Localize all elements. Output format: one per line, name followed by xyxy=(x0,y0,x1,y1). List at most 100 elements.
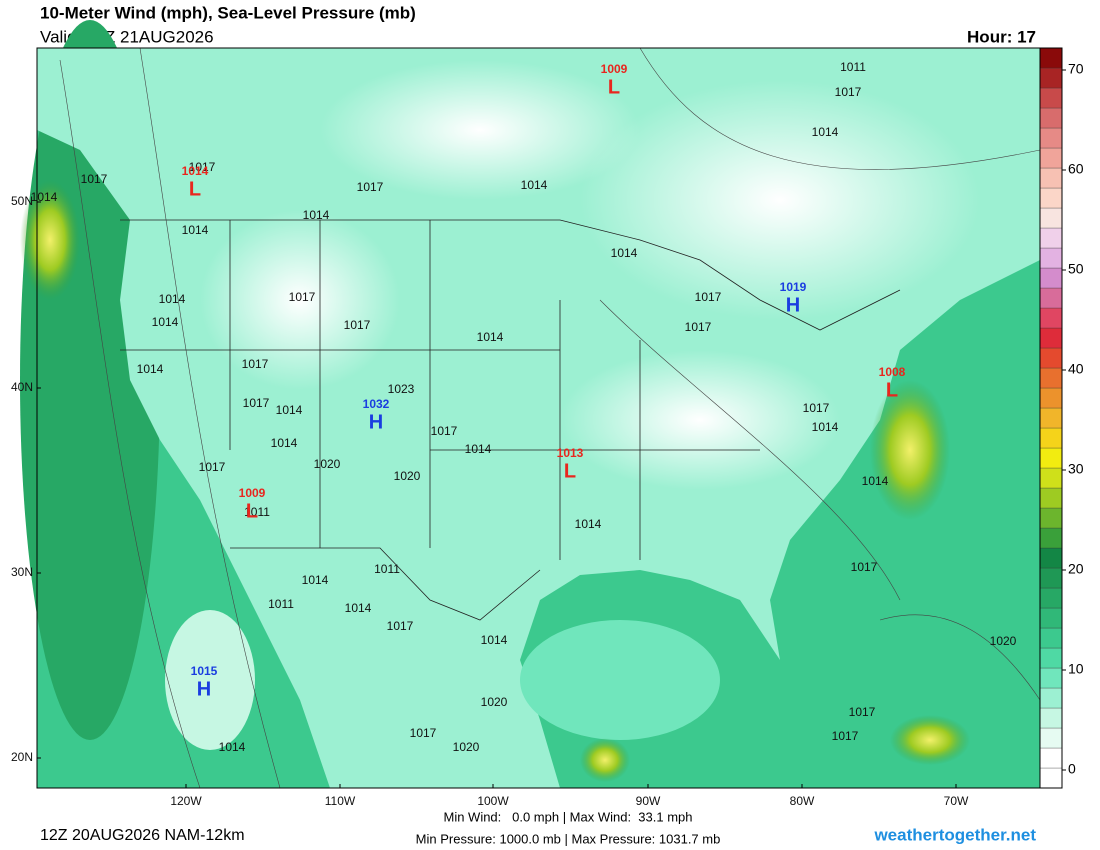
colorbar-tick-label: 60 xyxy=(1068,161,1084,177)
isobar-label: 1017 xyxy=(387,619,414,633)
center-value: 1013 xyxy=(557,446,584,460)
colorbar-segment xyxy=(1039,367,1063,389)
lon-label: 70W xyxy=(944,794,969,808)
colorbar-segment xyxy=(1039,427,1063,449)
isobar-label: 1014 xyxy=(611,246,638,260)
isobar-label: 1014 xyxy=(477,330,504,344)
colorbar-segment xyxy=(1039,687,1063,709)
colorbar-segment xyxy=(1039,107,1063,129)
colorbar-segment xyxy=(1039,167,1063,189)
colorbar-segment xyxy=(1039,707,1063,729)
lat-label: 20N xyxy=(11,750,33,764)
isobar-label: 1017 xyxy=(357,180,384,194)
center-symbol: H xyxy=(369,411,383,433)
isobar-label: 1011 xyxy=(244,505,270,519)
isobar-label: 1020 xyxy=(481,695,508,709)
colorbar-segment xyxy=(1039,47,1063,69)
center-symbol: L xyxy=(189,178,201,200)
center-value: 1015 xyxy=(191,664,218,678)
isobar-label: 1014 xyxy=(303,208,330,222)
colorbar-tick-label: 40 xyxy=(1068,361,1084,377)
isobar-label: 1014 xyxy=(137,362,164,376)
center-symbol: L xyxy=(246,500,258,522)
pressure-stats: Min Pressure: 1000.0 mb | Max Pressure: … xyxy=(416,831,721,846)
calm-area xyxy=(200,210,400,390)
colorbar-segment xyxy=(1039,287,1063,309)
wind-stats: Min Wind: 0.0 mph | Max Wind: 33.1 mph xyxy=(443,809,692,824)
colorbar-segment xyxy=(1039,607,1063,629)
isobar-label: 1017 xyxy=(695,290,722,304)
colorbar-segment xyxy=(1039,347,1063,369)
colorbar-tick-label: 10 xyxy=(1068,661,1084,677)
colorbar-segment xyxy=(1039,387,1063,409)
isobar-label: 1014 xyxy=(465,442,492,456)
isobar-label: 1014 xyxy=(219,740,246,754)
isobar-label: 1014 xyxy=(159,292,186,306)
isobar-label: 1014 xyxy=(481,633,508,647)
isobar-label: 1014 xyxy=(575,517,602,531)
isobar-label: 1017 xyxy=(242,357,269,371)
isobar-label: 1014 xyxy=(812,125,839,139)
isobar-label: 1017 xyxy=(344,318,371,332)
colorbar-segment xyxy=(1039,487,1063,509)
isobar-lines xyxy=(59,47,1041,789)
isobar-label: 1017 xyxy=(803,401,830,415)
colorbar-frame xyxy=(1039,47,1063,789)
center-value: 1019 xyxy=(780,280,807,294)
center-symbol: H xyxy=(197,678,211,700)
borders xyxy=(120,219,901,621)
colorbar-segment xyxy=(1039,267,1063,289)
isobar-label: 1020 xyxy=(990,634,1017,648)
isobar-label: 1017 xyxy=(199,460,226,474)
colorbar-segment xyxy=(1039,587,1063,609)
colorbar-segment xyxy=(1039,147,1063,169)
colorbar-segment xyxy=(1039,627,1063,649)
lat-label: 40N xyxy=(11,380,33,394)
calm-area xyxy=(560,350,840,490)
isobar-label: 1011 xyxy=(374,562,400,576)
colorbar-segment xyxy=(1039,567,1063,589)
isobar-label: 1020 xyxy=(453,740,480,754)
lon-label: 80W xyxy=(790,794,815,808)
colorbar-tick-label: 70 xyxy=(1068,61,1084,77)
gulf xyxy=(520,620,720,740)
site-credit: weathertogether.net xyxy=(873,825,1036,844)
wind-max xyxy=(20,180,80,300)
center-value: 1009 xyxy=(601,62,628,76)
calm-area xyxy=(165,610,255,750)
center-value: 1009 xyxy=(239,486,266,500)
wind-max xyxy=(870,380,950,520)
isobar-label: 1014 xyxy=(521,178,548,192)
colorbar-tick-label: 30 xyxy=(1068,461,1084,477)
wind-max xyxy=(580,738,630,782)
isobar-label: 1020 xyxy=(314,457,341,471)
center-value: 1032 xyxy=(363,397,390,411)
isobar-label: 1017 xyxy=(849,705,876,719)
lon-label: 120W xyxy=(170,794,202,808)
isobar-label: 1017 xyxy=(289,290,316,304)
calm-area xyxy=(580,80,980,320)
calm-area xyxy=(320,60,640,200)
isobar-label: 1017 xyxy=(431,424,458,438)
lat-label: 50N xyxy=(11,194,33,208)
colorbar-segment xyxy=(1039,747,1063,769)
isobar-label: 1017 xyxy=(243,396,270,410)
center-value: 1014 xyxy=(182,164,209,178)
isobar-label: 1014 xyxy=(302,573,329,587)
isobar-label: 1017 xyxy=(685,320,712,334)
center-symbol: L xyxy=(886,379,898,401)
colorbar-segment xyxy=(1039,87,1063,109)
forecast-hour: Hour: 17 xyxy=(967,27,1036,46)
colorbar-segment xyxy=(1039,507,1063,529)
map xyxy=(20,20,1041,789)
isobar-label: 1014 xyxy=(862,474,889,488)
isobar-label: 1020 xyxy=(394,469,421,483)
colorbar-segment xyxy=(1039,67,1063,89)
isobar-label: 1014 xyxy=(271,436,298,450)
lon-label: 90W xyxy=(636,794,661,808)
lat-label: 30N xyxy=(11,565,33,579)
isobar-label: 1014 xyxy=(152,315,179,329)
isobar-label: 1017 xyxy=(832,729,859,743)
lon-label: 100W xyxy=(477,794,509,808)
colorbar-segment xyxy=(1039,207,1063,229)
